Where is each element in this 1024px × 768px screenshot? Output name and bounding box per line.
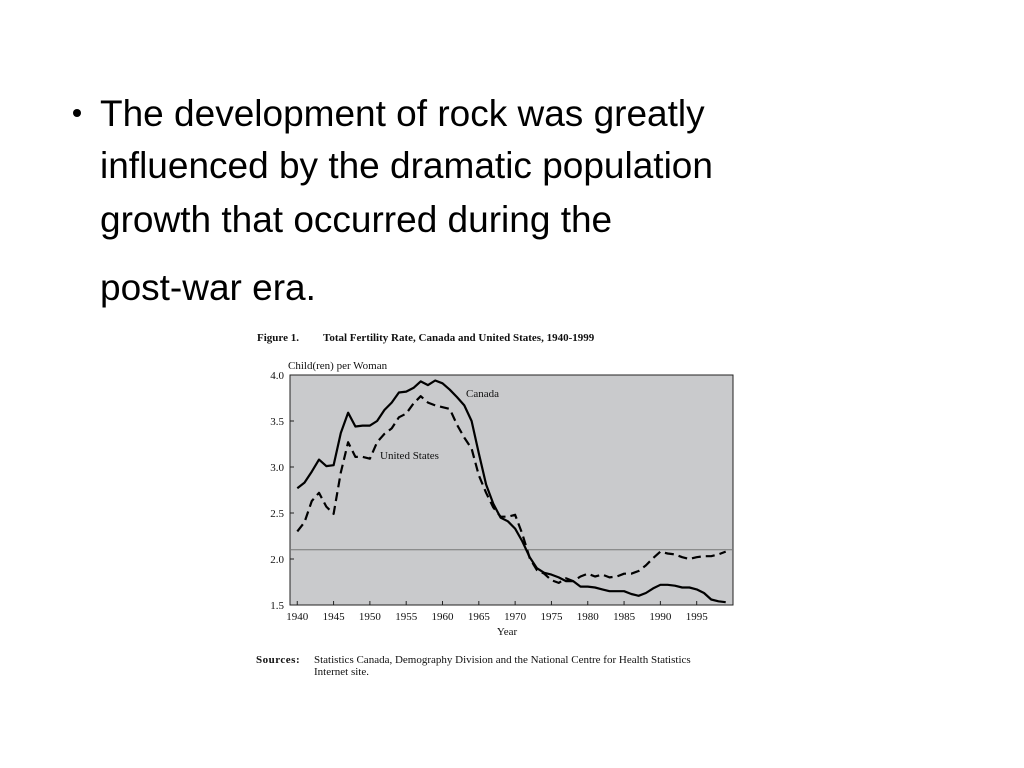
x-tick-label: 1995 [686,611,709,623]
x-tick-label: 1985 [613,611,636,623]
y-tick-label: 2.0 [270,554,284,566]
y-tick-label: 2.5 [270,508,284,520]
y-tick-label: 3.5 [270,416,284,428]
sources-label: Sources: [256,654,300,666]
x-tick-label: 1940 [286,611,309,623]
x-tick-label: 1980 [577,611,600,623]
x-tick-label: 1975 [540,611,563,623]
series-line [296,379,726,604]
bullet-line: post-war era. [100,267,316,308]
x-tick-label: 1965 [468,611,491,623]
y-tick-label: 4.0 [270,370,284,382]
y-axis-label: Child(ren) per Woman [288,360,388,372]
x-tick-label: 1955 [395,611,418,623]
x-tick-label: 1970 [504,611,527,623]
bullet-line: influenced by the dramatic population [100,145,713,186]
series-label: United States [380,450,439,462]
bullet-line: growth that occurred during the [100,199,612,240]
x-tick-label: 1950 [359,611,382,623]
y-tick-label: 3.0 [270,462,284,474]
bullet-dot [73,109,81,117]
x-tick-label: 1990 [649,611,672,623]
bullet-line: The development of rock was greatly [100,93,705,134]
figure-label: Figure 1. [257,332,299,344]
sources-text: Internet site. [314,666,369,678]
x-tick-label: 1945 [323,611,346,623]
x-axis-label: Year [497,626,518,638]
series-label: Canada [466,388,499,400]
series-line [296,395,727,584]
plot-area [289,374,734,606]
x-tick-label: 1960 [432,611,455,623]
sources-text: Statistics Canada, Demography Division a… [314,654,691,666]
chart-title: Total Fertility Rate, Canada and United … [323,332,595,344]
y-tick-label: 1.5 [270,600,284,612]
